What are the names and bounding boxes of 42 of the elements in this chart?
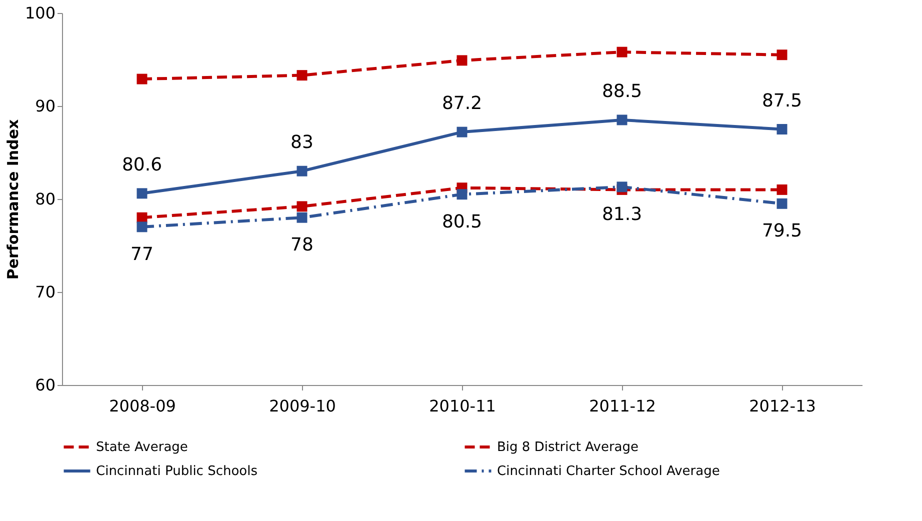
data-label: 87.5 [762, 90, 802, 112]
y-tick-label: 70 [35, 282, 56, 302]
data-label: 80.5 [442, 211, 482, 232]
point [776, 50, 788, 60]
legend-label: State Average [96, 440, 188, 455]
point [456, 126, 468, 138]
point [296, 201, 308, 212]
data-label: 78 [290, 234, 314, 256]
data-label: 77 [130, 244, 154, 265]
data-label: 87.2 [442, 93, 482, 114]
data-label: 88.5 [602, 80, 642, 102]
point [456, 55, 468, 66]
point [616, 182, 628, 192]
point [776, 198, 788, 209]
x-tick-label: 2010-11 [429, 396, 496, 416]
data-label: 80.6 [122, 154, 162, 176]
y-tick-label: 90 [35, 96, 56, 116]
point [296, 70, 308, 81]
y-tick-label: 80 [35, 190, 56, 208]
point [296, 166, 308, 176]
legend-label: Cincinnati Charter School Average [497, 464, 720, 479]
x-tick-label: 2012-13 [749, 396, 816, 416]
data-label: 83 [290, 132, 314, 154]
y-tick-label: 60 [35, 376, 56, 394]
point [776, 124, 788, 134]
x-tick-label: 2011-12 [589, 396, 656, 416]
point [616, 114, 628, 126]
legend-label: Cincinnati Public Schools [96, 464, 258, 479]
point [136, 222, 148, 232]
x-tick-label: 2008-09 [109, 396, 176, 416]
y-axis-title: Performance Index [4, 119, 22, 280]
point [456, 189, 468, 200]
point [296, 212, 308, 223]
point [136, 188, 148, 199]
point [776, 184, 788, 195]
data-label: 81.3 [602, 204, 642, 225]
point [616, 46, 628, 58]
point [136, 74, 148, 84]
legend-label: Big 8 District Average [497, 440, 639, 455]
data-label: 79.5 [762, 220, 802, 242]
y-tick-label: 100 [24, 4, 56, 22]
x-tick-label: 2009-10 [269, 396, 336, 416]
